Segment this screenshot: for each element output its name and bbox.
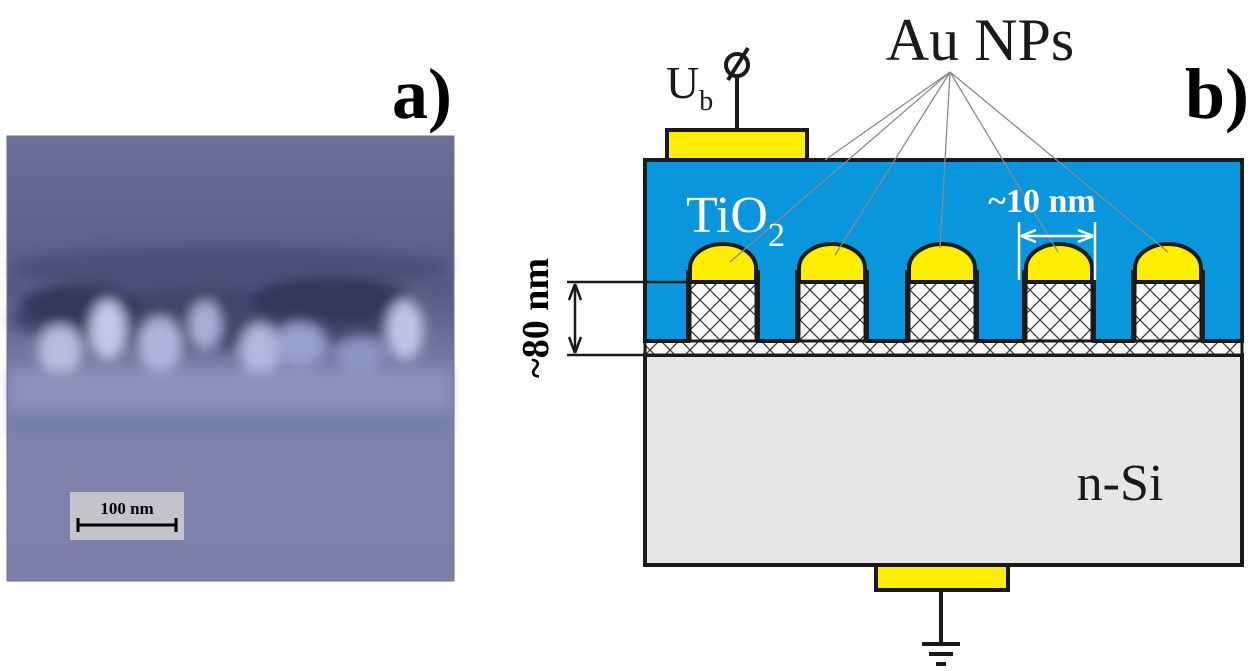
panel-b-label: b) <box>1185 54 1249 134</box>
top-electrode <box>665 128 809 162</box>
pillar <box>1133 242 1203 343</box>
pillar <box>907 242 977 343</box>
au-nanoparticle <box>907 242 977 284</box>
scale-bar: 100 nm <box>70 492 184 540</box>
tio2-label-main: TiO <box>686 187 768 244</box>
au-nanoparticle <box>1133 242 1203 284</box>
height-label: ~80 nm <box>515 258 557 378</box>
bias-voltage-subscript: b <box>699 86 713 117</box>
bias-voltage-label: Ub <box>666 57 713 117</box>
bottom-electrode <box>874 563 1010 592</box>
tio2-label: TiO2 <box>686 187 785 254</box>
scale-bar-background <box>70 492 184 540</box>
terminal-icon <box>724 46 750 82</box>
height-dimension <box>567 280 690 357</box>
au-nanoparticle <box>1024 242 1094 284</box>
au-nanoparticle <box>688 242 758 284</box>
au-nps-label: Au NPs <box>886 7 1074 73</box>
np-size-dimension <box>1017 222 1097 280</box>
panel-a: 100 nm a) <box>6 54 455 582</box>
au-nanoparticle <box>797 242 867 284</box>
interface-layer <box>643 339 1244 357</box>
pillar <box>688 242 758 343</box>
n-si-label: n-Si <box>1077 455 1164 512</box>
panel-a-label: a) <box>392 54 452 134</box>
bias-voltage-symbol: U <box>666 57 699 108</box>
tio2-label-subscript: 2 <box>768 217 785 254</box>
panel-b: ~80 nm ~10 nm TiO2 Au NPs Ub n-Si b) <box>515 7 1249 666</box>
np-size-label: ~10 nm <box>988 183 1095 220</box>
pillar <box>797 242 867 343</box>
ground-icon <box>922 642 960 666</box>
scale-bar-label: 100 nm <box>100 499 153 518</box>
pillar <box>1024 242 1094 343</box>
np-leader-lines <box>729 71 1169 263</box>
